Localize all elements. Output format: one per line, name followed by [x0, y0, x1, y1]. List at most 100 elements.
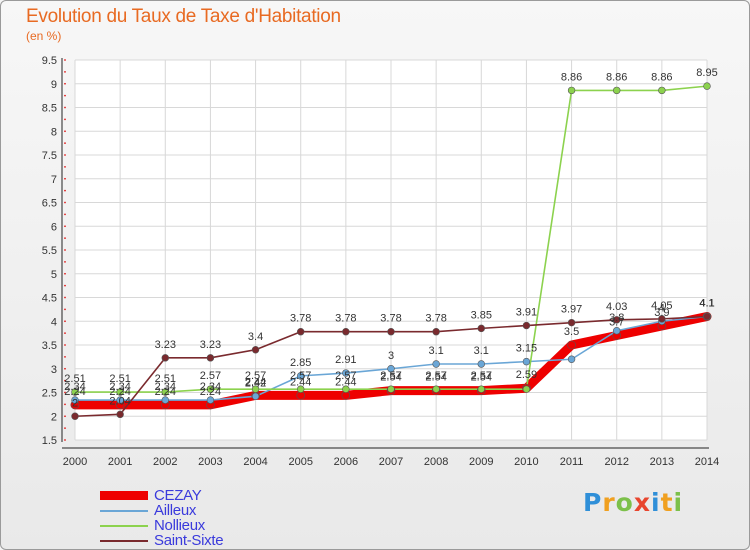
data-label: 2.44 [335, 376, 356, 388]
data-point [522, 357, 531, 366]
proxiti-logo: Proxiti [583, 488, 683, 517]
data-label: 2.34 [109, 381, 130, 393]
legend-label: CEZAY [154, 487, 202, 504]
y-tick-label: 6 [51, 221, 57, 233]
data-point [342, 328, 350, 336]
x-tick-label: 2008 [424, 456, 448, 468]
logo-letter: o [615, 488, 634, 517]
legend-swatch [100, 539, 148, 542]
data-label: 4.1 [699, 298, 714, 310]
data-label: 8.86 [606, 71, 627, 83]
x-tick-label: 2003 [198, 456, 222, 468]
y-minor-tick [64, 225, 66, 228]
data-point [567, 355, 576, 363]
data-label: 8.86 [561, 71, 582, 83]
data-label: 3.23 [155, 339, 176, 351]
y-minor-tick [64, 391, 66, 394]
data-point [342, 385, 350, 393]
y-minor-tick [64, 189, 66, 192]
y-minor-tick [64, 308, 66, 311]
data-point [297, 372, 305, 380]
y-minor-tick [64, 355, 66, 358]
y-minor-tick [64, 201, 66, 204]
data-label: 2.34 [64, 381, 85, 393]
data-point [567, 318, 576, 327]
logo-letter: i [673, 488, 684, 517]
data-label: 2.54 [425, 372, 446, 384]
data-point [71, 412, 79, 420]
data-label: 2.51 [64, 373, 85, 385]
data-point [116, 410, 124, 419]
data-label: 2.57 [471, 370, 492, 382]
logo-letter: r [602, 488, 616, 517]
x-tick-label: 2013 [650, 456, 674, 468]
data-point [432, 328, 440, 336]
y-minor-tick [64, 213, 66, 216]
x-tick-label: 2000 [63, 456, 87, 468]
y-minor-tick [64, 118, 66, 121]
legend-swatch [100, 509, 148, 512]
data-point [703, 312, 711, 321]
data-point [161, 396, 169, 404]
y-minor-tick [64, 367, 66, 370]
data-point [297, 328, 305, 336]
data-label: 2.51 [109, 373, 130, 385]
data-label: 2.44 [290, 376, 311, 388]
data-point [567, 340, 576, 350]
data-label: 4.1 [699, 298, 714, 310]
data-point [658, 315, 666, 323]
data-point [342, 369, 350, 377]
data-label: 4 [659, 302, 665, 314]
data-point [116, 388, 124, 396]
data-label: 3.5 [564, 326, 579, 338]
data-point [387, 365, 395, 373]
data-point [477, 324, 485, 333]
data-label: 3.23 [200, 339, 221, 351]
y-tick-label: 4.5 [42, 293, 57, 305]
x-tick-label: 2006 [334, 456, 358, 468]
data-point [613, 327, 621, 335]
data-label: 2.85 [290, 357, 311, 369]
data-label: 2.59 [516, 369, 537, 381]
y-minor-tick [64, 260, 66, 263]
data-label: 2.42 [245, 377, 266, 389]
data-label: 2.24 [64, 386, 85, 398]
data-point [251, 385, 260, 393]
data-point [567, 86, 576, 95]
x-tick-label: 2010 [514, 456, 538, 468]
y-tick-label: 7.5 [42, 150, 57, 162]
y-minor-tick [64, 427, 66, 430]
data-point [206, 385, 215, 393]
y-minor-tick [64, 320, 66, 323]
y-minor-tick [64, 237, 66, 240]
legend-label: Ailleux [154, 502, 197, 519]
y-minor-tick [64, 82, 66, 85]
y-minor-tick [64, 284, 66, 287]
data-label: 3.9 [654, 307, 669, 319]
data-label: 3.78 [290, 313, 311, 325]
y-tick-label: 4 [51, 316, 57, 328]
y-tick-label: 5 [51, 269, 57, 281]
data-label: 3.1 [474, 345, 489, 357]
x-tick-label: 2004 [243, 456, 267, 468]
data-point [161, 354, 169, 362]
data-label: 2.51 [155, 373, 176, 385]
data-label: 2.57 [335, 370, 356, 382]
data-label: 3 [388, 350, 394, 362]
data-label: 4.03 [606, 301, 627, 313]
data-point [206, 396, 215, 404]
data-point [206, 354, 215, 362]
y-tick-label: 2 [51, 411, 57, 423]
logo-letter: x [633, 488, 651, 517]
data-label: 2.04 [109, 395, 130, 407]
data-label: 2 [72, 397, 78, 409]
data-label: 3.7 [609, 317, 624, 329]
data-label: 2.24 [200, 386, 221, 398]
x-tick-label: 2014 [695, 456, 719, 468]
data-label: 2.57 [425, 370, 446, 382]
logo-letter: P [583, 488, 603, 517]
data-label: 4.1 [699, 298, 714, 310]
logo-letter: t [660, 488, 674, 517]
y-minor-tick [64, 59, 66, 61]
